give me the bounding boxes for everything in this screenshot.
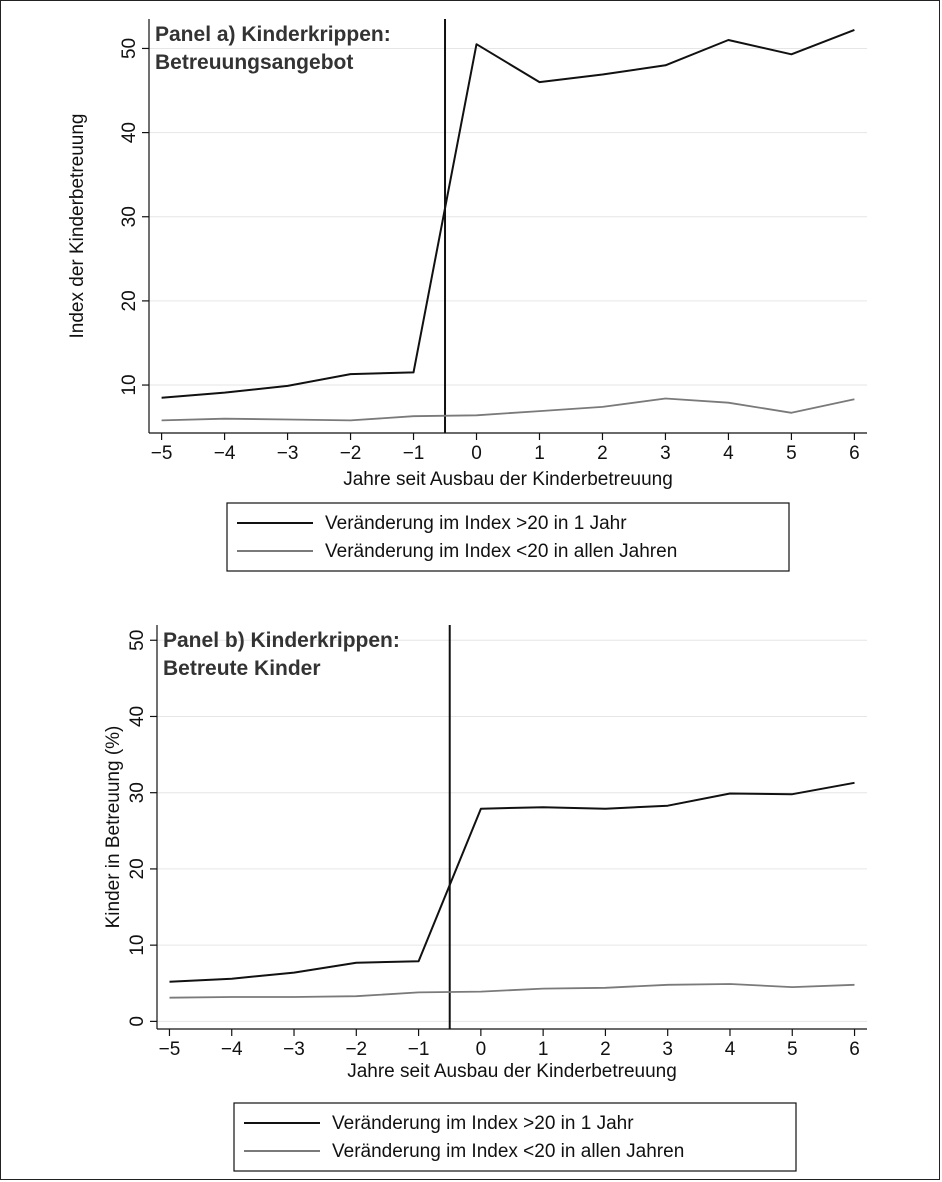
legend-box (233, 1102, 797, 1172)
y-tick-label-4: 50 (119, 38, 140, 59)
x-tick-label-1: −4 (214, 443, 236, 464)
x-tick-label-10: 5 (786, 443, 797, 464)
y-axis-title: Kinder in Betreuung (%) (103, 726, 124, 929)
x-tick-label-10: 5 (787, 1039, 798, 1060)
y-tick-label-1: 20 (119, 290, 140, 311)
legend-label-0: Veränderung im Index >20 in 1 Jahr (332, 1113, 634, 1134)
x-tick-label-2: −3 (277, 443, 299, 464)
series-line-1 (169, 983, 855, 999)
y-tick-label-3: 30 (127, 782, 148, 803)
x-tick-label-7: 2 (597, 443, 608, 464)
y-tick-label-0: 0 (127, 1016, 148, 1027)
x-tick-label-0: −5 (159, 1039, 181, 1060)
y-tick-label-2: 20 (127, 858, 148, 879)
x-tick-label-3: −2 (345, 1039, 367, 1060)
chart-panel-b: 0 10 20 30 40 50 −5 −4 −3 −2 −1 0 1 2 3 4 5 6 Jahre seit A… (103, 625, 867, 1172)
x-tick-label-9: 4 (725, 1039, 736, 1060)
y-tick-label-4: 40 (127, 706, 148, 727)
legend-label-0: Veränderung im Index >20 in 1 Jahr (325, 513, 627, 534)
series-line-0 (161, 28, 855, 399)
x-axis-title: Jahre seit Ausbau der Kinderbetreuung (347, 1061, 677, 1082)
panel-subtitle: Betreute Kinder (163, 657, 321, 680)
x-axis-title: Jahre seit Ausbau der Kinderbetreuung (343, 469, 673, 490)
chart-panel-a: 10 20 30 40 50 −5 −4 −3 −2 −1 0 1 2 3 4 5 6 Jahre seit Au… (67, 19, 867, 572)
x-tick-label-4: −1 (403, 443, 425, 464)
y-tick-label-5: 50 (127, 630, 148, 651)
x-tick-label-9: 4 (723, 443, 734, 464)
x-tick-label-6: 1 (534, 443, 545, 464)
x-tick-label-1: −4 (221, 1039, 243, 1060)
y-tick-label-2: 30 (119, 206, 140, 227)
x-tick-label-8: 3 (660, 443, 671, 464)
series-line-1 (161, 397, 855, 422)
x-tick-label-3: −2 (340, 443, 362, 464)
panel-subtitle: Betreuungsangebot (155, 51, 353, 74)
x-tick-label-11: 6 (849, 1039, 860, 1060)
x-tick-label-4: −1 (408, 1039, 430, 1060)
legend-label-1: Veränderung im Index <20 in allen Jahren (325, 541, 677, 562)
x-tick-label-6: 1 (538, 1039, 549, 1060)
panel-title: Panel b) Kinderkrippen: (163, 629, 400, 652)
y-tick-label-1: 10 (127, 935, 148, 956)
x-tick-label-2: −3 (283, 1039, 305, 1060)
x-tick-label-11: 6 (849, 443, 860, 464)
legend-label-1: Veränderung im Index <20 in allen Jahren (332, 1141, 684, 1162)
panel-title: Panel a) Kinderkrippen: (155, 23, 391, 46)
series-line-0 (169, 781, 855, 983)
x-tick-label-7: 2 (600, 1039, 611, 1060)
x-tick-label-8: 3 (662, 1039, 673, 1060)
legend-box (226, 502, 790, 572)
x-tick-label-0: −5 (151, 443, 173, 464)
y-axis-title: Index der Kinderbetreuung (67, 114, 88, 339)
x-tick-label-5: 0 (471, 443, 482, 464)
y-tick-label-3: 40 (119, 122, 140, 143)
y-tick-label-0: 10 (119, 374, 140, 395)
x-tick-label-5: 0 (476, 1039, 487, 1060)
